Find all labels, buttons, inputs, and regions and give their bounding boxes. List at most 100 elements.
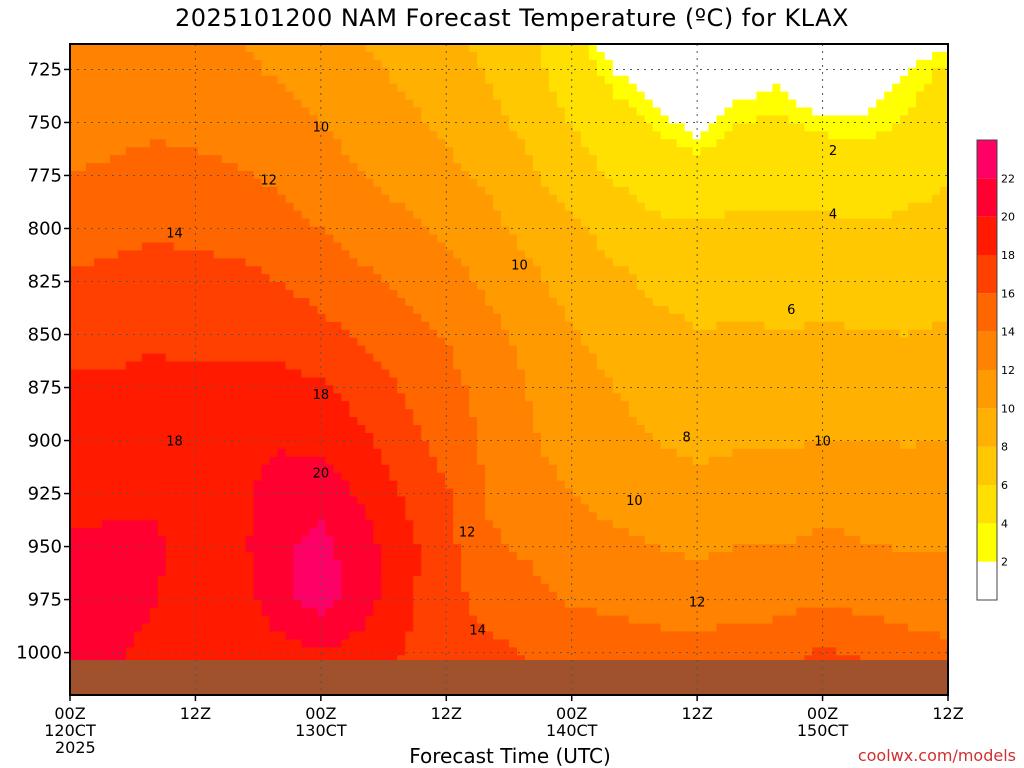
temp-cell bbox=[133, 369, 143, 379]
temp-cell bbox=[373, 234, 382, 244]
temp-cell bbox=[732, 266, 742, 275]
temp-cell bbox=[349, 163, 358, 172]
temp-cell bbox=[868, 99, 877, 109]
temp-cell bbox=[932, 258, 941, 267]
temp-cell bbox=[445, 369, 454, 379]
temp-cell bbox=[516, 361, 526, 371]
temp-cell bbox=[828, 353, 837, 363]
temp-cell bbox=[373, 266, 382, 275]
temp-cell bbox=[373, 329, 382, 339]
temp-cell bbox=[461, 155, 470, 164]
temp-cell bbox=[700, 361, 710, 371]
temp-cell bbox=[413, 163, 422, 172]
temp-cell bbox=[636, 377, 646, 386]
temp-cell bbox=[317, 147, 327, 156]
temp-cell bbox=[445, 337, 454, 347]
temp-cell bbox=[732, 369, 742, 379]
temp-cell bbox=[85, 266, 95, 275]
temp-cell bbox=[924, 313, 933, 323]
temp-cell bbox=[604, 385, 614, 394]
temp-cell bbox=[780, 155, 789, 164]
temp-cell bbox=[732, 298, 742, 307]
temp-cell bbox=[405, 282, 414, 291]
temp-cell bbox=[101, 321, 111, 331]
temp-cell bbox=[804, 226, 813, 236]
temp-cell bbox=[532, 194, 542, 204]
temp-cell bbox=[373, 298, 382, 307]
temp-cell bbox=[764, 353, 773, 363]
temp-cell bbox=[796, 83, 805, 93]
temp-cell bbox=[405, 337, 414, 347]
temp-cell bbox=[852, 337, 861, 347]
temp-cell bbox=[501, 242, 510, 252]
temp-cell bbox=[301, 51, 311, 61]
temp-cell bbox=[620, 353, 630, 363]
temp-cell bbox=[349, 361, 358, 371]
temp-cell bbox=[556, 258, 566, 267]
temp-cell bbox=[373, 178, 382, 188]
temp-cell bbox=[636, 202, 646, 212]
temp-cell bbox=[325, 155, 334, 164]
temp-cell bbox=[125, 59, 135, 69]
temp-cell bbox=[117, 274, 127, 283]
temp-cell bbox=[109, 171, 119, 180]
temp-cell bbox=[141, 250, 151, 259]
temp-cell bbox=[532, 266, 542, 275]
temp-cell bbox=[197, 401, 207, 410]
temp-cell bbox=[756, 139, 766, 148]
temp-cell bbox=[524, 321, 534, 331]
temp-cell bbox=[852, 361, 861, 371]
temp-cell bbox=[197, 202, 207, 212]
temp-cell bbox=[173, 210, 183, 220]
temp-cell bbox=[469, 83, 478, 93]
temp-cell bbox=[844, 99, 853, 109]
temp-cell bbox=[165, 282, 175, 291]
temp-cell bbox=[572, 67, 582, 77]
temp-cell bbox=[708, 353, 718, 363]
temp-cell bbox=[421, 178, 430, 188]
temp-cell bbox=[373, 99, 382, 109]
temp-cell bbox=[333, 282, 342, 291]
temp-cell bbox=[692, 115, 702, 124]
temp-cell bbox=[740, 353, 750, 363]
temp-cell bbox=[796, 290, 805, 299]
temp-cell bbox=[732, 250, 742, 259]
temp-cell bbox=[461, 210, 470, 220]
temp-cell bbox=[908, 218, 917, 228]
temp-cell bbox=[772, 67, 781, 77]
temp-cell bbox=[261, 59, 271, 69]
temp-cell bbox=[70, 266, 79, 275]
temp-cell bbox=[309, 290, 319, 299]
temp-cell bbox=[620, 186, 630, 196]
temp-cell bbox=[173, 250, 183, 259]
temp-cell bbox=[221, 115, 231, 124]
temp-cell bbox=[149, 345, 159, 355]
temp-cell bbox=[501, 186, 510, 196]
temp-cell bbox=[173, 123, 183, 132]
temp-cell bbox=[868, 290, 877, 299]
temp-cell bbox=[285, 258, 295, 267]
temp-cell bbox=[437, 274, 446, 283]
temp-cell bbox=[900, 242, 909, 252]
temp-cell bbox=[764, 298, 773, 307]
temp-cell bbox=[580, 226, 590, 236]
temp-cell bbox=[636, 337, 646, 347]
temp-cell bbox=[540, 329, 550, 339]
temp-cell bbox=[556, 369, 566, 379]
temp-cell bbox=[117, 266, 127, 275]
temp-cell bbox=[564, 131, 574, 140]
temp-cell bbox=[493, 305, 502, 315]
temp-cell bbox=[836, 139, 845, 148]
temp-cell bbox=[101, 393, 111, 402]
temp-cell bbox=[117, 313, 127, 323]
temp-cell bbox=[900, 210, 909, 220]
temp-cell bbox=[205, 274, 215, 283]
temp-cell bbox=[516, 51, 526, 61]
temp-cell bbox=[341, 202, 350, 212]
temp-cell bbox=[173, 242, 183, 252]
temp-cell bbox=[580, 313, 590, 323]
temp-cell bbox=[389, 361, 398, 371]
temp-cell bbox=[461, 139, 470, 148]
temp-cell bbox=[604, 131, 614, 140]
temp-cell bbox=[748, 234, 758, 244]
